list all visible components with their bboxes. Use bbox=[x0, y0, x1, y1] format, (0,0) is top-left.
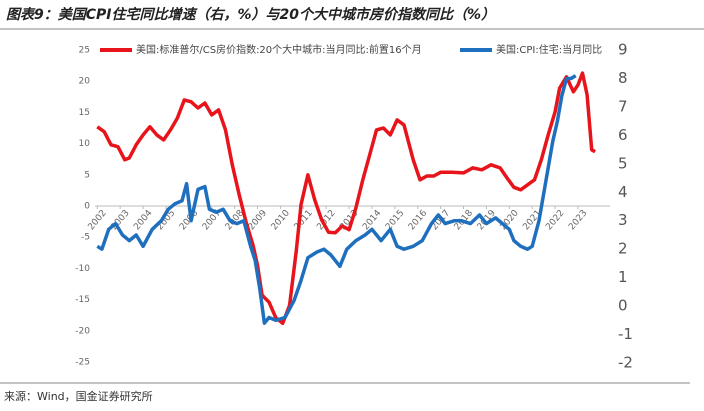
x-tick-label: 2010 bbox=[270, 208, 293, 232]
x-tick-label: 2022 bbox=[544, 208, 566, 232]
series-line bbox=[96, 74, 577, 325]
legend-label: 美国:CPI:住宅:当月同比 bbox=[496, 43, 602, 56]
y-tick-label: 0 bbox=[84, 202, 90, 212]
y2-tick-label: 3 bbox=[618, 211, 628, 229]
y-tick-label: 15 bbox=[79, 108, 90, 118]
legend-label: 美国:标准普尔/CS房价指数:20个大中城市:当月同比:前置16个月 bbox=[136, 43, 422, 56]
y2-tick-label: 7 bbox=[618, 97, 628, 115]
y2-tick-label: 9 bbox=[618, 41, 628, 59]
y-tick-label: -5 bbox=[81, 233, 90, 243]
y2-tick-label: -1 bbox=[618, 325, 633, 343]
y2-tick-label: 5 bbox=[618, 154, 628, 172]
source: 来源：Wind，国金证券研究所 bbox=[4, 389, 153, 403]
y-tick-label: -10 bbox=[75, 264, 90, 274]
y2-tick-label: 2 bbox=[618, 240, 628, 258]
x-tick-label: 2002 bbox=[86, 208, 108, 232]
y-tick-label: 10 bbox=[79, 139, 91, 149]
x-tick-label: 2011 bbox=[292, 208, 314, 232]
y2-tick-label: 8 bbox=[618, 69, 628, 87]
y2-tick-label: 4 bbox=[618, 183, 628, 201]
y-tick-label: -20 bbox=[75, 326, 90, 336]
y2-tick-label: 0 bbox=[618, 297, 628, 315]
series-line bbox=[96, 71, 596, 326]
y2-tick-label: 1 bbox=[618, 268, 628, 286]
x-tick-label: 2023 bbox=[567, 208, 589, 232]
chart-title: 图表9：美国CPI住宅同比增速（右，%）与20个大中城市房价指数同比（%） bbox=[6, 6, 495, 23]
x-tick-label: 2009 bbox=[247, 208, 270, 232]
y2-tick-label: -2 bbox=[618, 354, 633, 372]
y2-tick-label: 6 bbox=[618, 126, 628, 144]
x-tick-label: 2015 bbox=[384, 208, 406, 232]
y-tick-label: -25 bbox=[75, 358, 90, 368]
y-tick-label: 20 bbox=[79, 77, 91, 87]
y-tick-label: 5 bbox=[84, 170, 90, 180]
y-tick-label: 25 bbox=[79, 46, 90, 56]
x-tick-label: 2016 bbox=[407, 208, 430, 232]
y-tick-label: -15 bbox=[75, 295, 90, 305]
